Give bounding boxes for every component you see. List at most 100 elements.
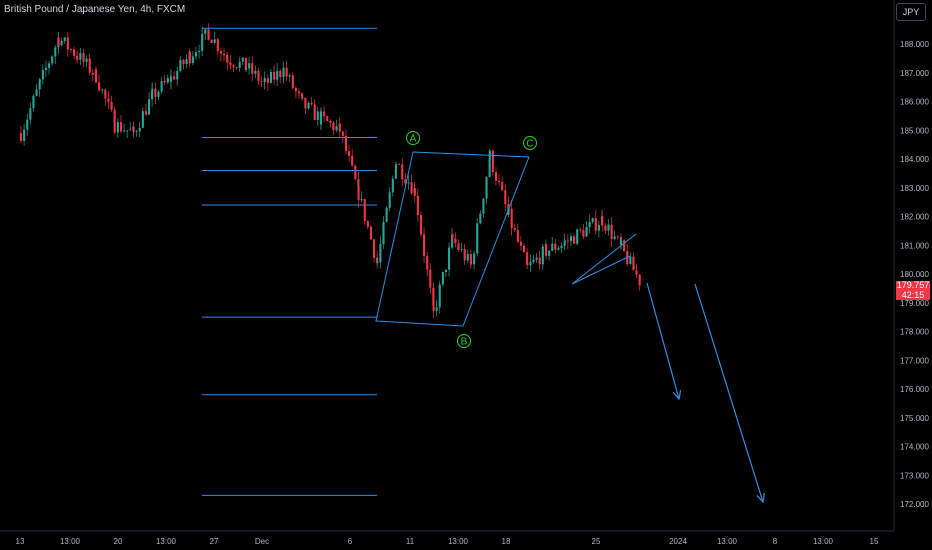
candle	[219, 47, 222, 62]
candle	[157, 89, 160, 101]
candle	[438, 280, 441, 314]
candle	[532, 255, 535, 264]
candle	[435, 300, 438, 317]
candle	[476, 218, 479, 257]
candle	[129, 122, 132, 131]
candle	[448, 242, 451, 277]
candle	[335, 119, 338, 133]
candle	[441, 271, 444, 287]
candle	[513, 223, 516, 233]
candle	[73, 46, 76, 60]
candle	[144, 103, 147, 116]
candle	[382, 216, 385, 249]
candle	[498, 174, 501, 187]
candle	[135, 129, 138, 137]
candle	[529, 254, 532, 273]
wedge-lines[interactable]	[571, 233, 637, 285]
candle	[48, 60, 51, 75]
candle	[551, 236, 554, 252]
candle	[119, 115, 123, 134]
candle	[138, 121, 141, 137]
price-tick-label: 178.000	[900, 328, 929, 337]
candle	[545, 242, 548, 260]
candle	[351, 148, 354, 168]
candle	[95, 66, 98, 84]
candle	[288, 73, 291, 83]
candle	[423, 227, 426, 263]
candle	[504, 184, 507, 212]
candle	[373, 238, 376, 263]
rising-wedge	[571, 233, 637, 285]
candle	[391, 175, 394, 197]
price-tick-label: 176.000	[900, 385, 929, 394]
candle	[354, 164, 357, 181]
candle	[57, 35, 60, 50]
candle	[573, 233, 576, 244]
candle	[385, 206, 388, 223]
candle	[519, 236, 522, 251]
candle	[29, 102, 32, 125]
candle	[126, 130, 129, 139]
candle	[223, 48, 226, 62]
price-tick-label: 186.000	[900, 98, 929, 107]
candle	[41, 64, 44, 85]
candle	[535, 253, 538, 264]
candle	[101, 88, 104, 95]
candle	[66, 32, 69, 57]
candle	[344, 129, 348, 155]
candle	[51, 55, 54, 66]
candle	[451, 230, 454, 242]
time-tick-label: 20	[114, 537, 123, 546]
time-tick-label: 2024	[669, 537, 687, 546]
last-price-tag: 179.757 42:15	[896, 280, 930, 300]
candle	[591, 217, 594, 224]
candle	[160, 76, 163, 95]
abc-outline[interactable]	[375, 151, 530, 327]
candle	[291, 72, 294, 90]
candle	[629, 252, 632, 266]
candle	[263, 71, 266, 90]
time-tick-label: 13	[16, 537, 25, 546]
candle	[569, 232, 573, 247]
candle	[582, 224, 585, 240]
candle	[279, 69, 282, 84]
candle	[348, 144, 351, 162]
time-axis[interactable]: 13 13:00 20 13:00 27 Dec 6 11 13:00 18 25 2024 13:00…	[16, 537, 879, 546]
svg-text:A: A	[410, 134, 417, 145]
candle	[269, 69, 273, 84]
candle	[485, 176, 488, 204]
candle	[301, 97, 304, 100]
symbol-title: British Pound / Japanese Yen, 4h, FXCM	[4, 4, 186, 15]
candle	[294, 86, 297, 99]
currency-button[interactable]: JPY	[896, 3, 926, 21]
candle	[32, 93, 35, 112]
candle	[557, 245, 560, 251]
candle	[538, 250, 541, 270]
candle	[360, 191, 363, 203]
projection-arrows	[646, 282, 765, 504]
candle	[432, 303, 435, 318]
candle	[419, 211, 423, 237]
candle	[20, 125, 23, 144]
candle	[494, 167, 498, 186]
candle	[501, 176, 504, 192]
price-tick-label: 184.000	[900, 155, 929, 164]
candle	[313, 99, 316, 121]
candle	[548, 250, 551, 261]
horizontal-levels	[202, 27, 377, 496]
candle	[241, 57, 244, 66]
candle	[273, 64, 276, 86]
candle	[554, 238, 557, 254]
candle	[588, 214, 591, 234]
candle	[470, 262, 473, 266]
price-axis[interactable]: 188.000 187.000 186.000 185.000 184.000 183.0…	[900, 40, 929, 509]
candle	[107, 91, 110, 109]
candle	[491, 149, 494, 176]
candle	[79, 47, 82, 65]
candle	[585, 221, 588, 237]
price-tick-label: 180.000	[900, 270, 929, 279]
projection-arrow[interactable]	[646, 282, 682, 401]
candle	[338, 117, 341, 138]
projection-arrow[interactable]	[694, 283, 765, 504]
